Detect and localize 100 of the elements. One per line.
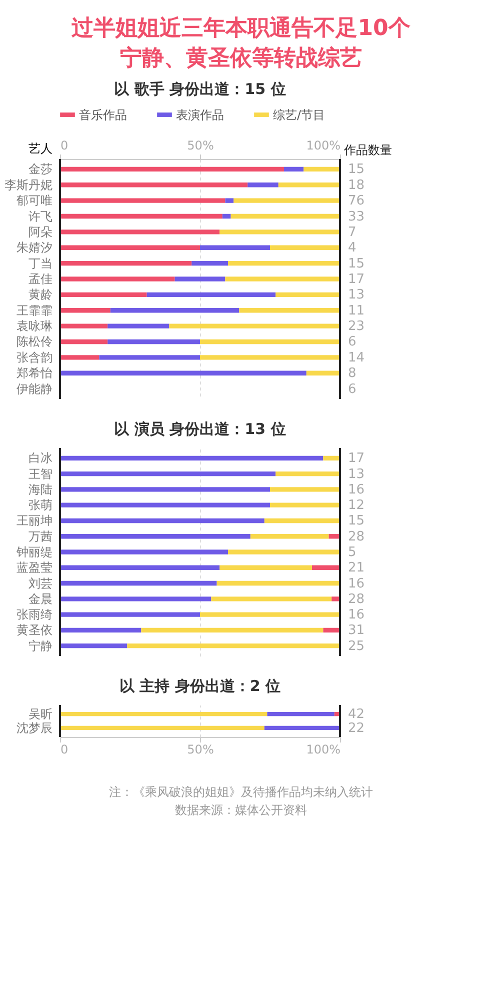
y-tick-label: 张含韵 bbox=[16, 350, 52, 364]
bar bbox=[60, 518, 264, 524]
y-tick-label: 黄圣依 bbox=[16, 623, 52, 638]
text: 11 bbox=[348, 303, 365, 318]
text: 28 bbox=[348, 592, 365, 607]
bar bbox=[60, 596, 212, 602]
y-tick-label: 许飞 bbox=[28, 209, 52, 224]
text: 注：《乘风破浪的姐姐》及待播作品均未纳入统计 bbox=[108, 784, 374, 801]
y-tick-label: 宁静 bbox=[28, 638, 52, 653]
text: 16 bbox=[348, 608, 365, 623]
bar bbox=[200, 612, 340, 617]
source-note: 数据来源：媒体公开资料 bbox=[174, 802, 308, 819]
x-tick-label: 50% bbox=[187, 742, 214, 756]
y-tick-label: 王丽坤 bbox=[16, 514, 52, 528]
y-tick-label: 王智 bbox=[28, 466, 52, 481]
legend-label: 音乐作品 bbox=[79, 108, 127, 122]
bar bbox=[60, 471, 276, 476]
text: 18 bbox=[348, 178, 365, 193]
y-tick-label: 张萌 bbox=[28, 498, 52, 512]
y-tick-label: 蓝盈莹 bbox=[16, 560, 52, 575]
text: 7 bbox=[348, 224, 356, 240]
bar bbox=[264, 518, 340, 524]
text: 22 bbox=[348, 720, 365, 736]
x-tick-label: 50% bbox=[187, 138, 214, 152]
legend-label: 综艺/节目 bbox=[273, 108, 326, 122]
y-tick-label: 阿朵 bbox=[28, 224, 52, 239]
text: 13 bbox=[348, 288, 365, 303]
y-tick-label: 朱婧汐 bbox=[16, 240, 52, 255]
text: 28 bbox=[348, 529, 365, 544]
bar bbox=[60, 487, 270, 492]
text: 21 bbox=[348, 560, 365, 576]
chart-title: 过半姐姐近三年本职通告不足10个宁静、黄圣依等转战综艺 bbox=[70, 15, 412, 73]
text: 16 bbox=[348, 576, 365, 592]
bar bbox=[60, 612, 200, 617]
text: 31 bbox=[348, 623, 365, 638]
y-tick-label: 王霏霏 bbox=[16, 303, 52, 318]
bar bbox=[312, 565, 340, 570]
y-tick-label: 沈梦辰 bbox=[16, 720, 52, 735]
y-axis-title: 艺人 bbox=[28, 142, 52, 156]
bar bbox=[60, 565, 220, 570]
text: 15 bbox=[348, 514, 365, 529]
bar bbox=[228, 550, 340, 554]
x-tick-label: 100% bbox=[306, 138, 340, 152]
text: 17 bbox=[348, 451, 365, 466]
y-tick-label: 郁可唯 bbox=[16, 194, 52, 208]
text: 8 bbox=[348, 366, 356, 382]
y-tick-label: 孟佳 bbox=[28, 272, 52, 286]
text: 25 bbox=[348, 638, 365, 654]
text: 5 bbox=[348, 545, 356, 560]
y-tick-label: 刘芸 bbox=[28, 576, 52, 590]
y-tick-label: 陈松伶 bbox=[16, 334, 52, 349]
y-tick-label: 金莎 bbox=[28, 162, 52, 176]
chart-title: 以 演员 身份出道：13 位 bbox=[114, 420, 286, 438]
bar bbox=[60, 580, 217, 586]
bar bbox=[60, 550, 228, 554]
x-tick-label: 0 bbox=[60, 742, 68, 756]
chart-title: 以 主持 身份出道：2 位 bbox=[119, 677, 281, 695]
y-tick-label: 金晨 bbox=[28, 592, 52, 606]
y-tick-label: 郑希怡 bbox=[16, 366, 52, 380]
text: 13 bbox=[348, 466, 365, 482]
bar bbox=[270, 502, 340, 508]
text: 6 bbox=[348, 382, 356, 397]
bar bbox=[211, 596, 332, 602]
bar bbox=[141, 628, 324, 633]
bar bbox=[276, 471, 340, 476]
text: 33 bbox=[348, 209, 365, 224]
text: 16 bbox=[348, 482, 365, 498]
bar bbox=[127, 643, 340, 648]
y-tick-label: 万茜 bbox=[28, 529, 52, 544]
text: 23 bbox=[348, 319, 365, 334]
bar bbox=[323, 456, 340, 461]
y-tick-label: 钟丽缇 bbox=[16, 545, 52, 559]
text: 17 bbox=[348, 272, 365, 287]
x-tick-label: 100% bbox=[306, 742, 340, 756]
bar bbox=[323, 628, 340, 633]
text: 15 bbox=[348, 162, 365, 178]
bar bbox=[220, 565, 312, 570]
bar bbox=[60, 456, 324, 461]
text: 12 bbox=[348, 498, 365, 514]
bar bbox=[216, 580, 340, 586]
chart-subtitle: 以 歌手 身份出道：15 位 bbox=[114, 80, 286, 98]
y-tick-label: 黄龄 bbox=[28, 288, 52, 302]
text: 15 bbox=[348, 256, 365, 272]
bar bbox=[60, 534, 250, 539]
y-tick-label: 李斯丹妮 bbox=[4, 178, 52, 192]
text: 76 bbox=[348, 194, 365, 209]
y-tick-label: 张雨绮 bbox=[16, 608, 52, 622]
x-tick-label: 0 bbox=[60, 138, 68, 152]
legend-label: 表演作品 bbox=[176, 108, 224, 122]
y2-axis-title: 作品数量 bbox=[343, 143, 392, 158]
text: 4 bbox=[348, 240, 356, 256]
y-tick-label: 袁咏琳 bbox=[16, 319, 52, 334]
text: 42 bbox=[348, 707, 365, 722]
bar bbox=[270, 487, 340, 492]
bar bbox=[250, 534, 329, 539]
y-tick-label: 伊能静 bbox=[16, 382, 52, 396]
y-tick-label: 海陆 bbox=[28, 482, 52, 496]
bar bbox=[60, 502, 270, 508]
y-tick-label: 吴昕 bbox=[28, 707, 52, 722]
y-tick-label: 丁当 bbox=[28, 256, 52, 270]
